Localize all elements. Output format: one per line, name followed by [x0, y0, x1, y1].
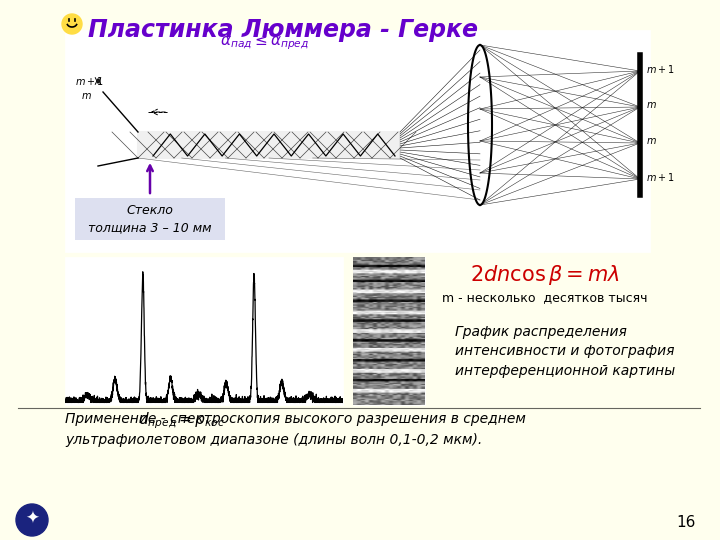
Bar [65, 30, 650, 252]
Text: $\alpha_{\mathit{пад}} \leq \alpha_{\mathit{пред}}$: $\alpha_{\mathit{пад}} \leq \alpha_{\mat… [220, 35, 309, 52]
Text: $d_{\mathit{пред}} = \rho_{\mathit{кос}}$: $d_{\mathit{пред}} = \rho_{\mathit{кос}}… [138, 410, 225, 430]
Bar [65, 257, 343, 405]
Text: Пластинка Люммера - Герке: Пластинка Люммера - Герке [88, 18, 478, 42]
Text: Стекло
толщина 3 – 10 мм: Стекло толщина 3 – 10 мм [89, 204, 212, 234]
Text: $m$: $m$ [646, 100, 657, 110]
Text: m - несколько  десятков тысяч: m - несколько десятков тысяч [442, 292, 648, 305]
Circle shape [62, 14, 82, 34]
Text: 16: 16 [677, 515, 696, 530]
Text: $m$: $m$ [646, 136, 657, 146]
Text: $m+1$: $m+1$ [646, 171, 675, 183]
Bar [138, 132, 400, 158]
Text: ✦: ✦ [25, 510, 39, 528]
Text: $m$: $m$ [81, 91, 92, 101]
Circle shape [16, 504, 48, 536]
Bar [353, 257, 425, 405]
Text: $m+1$: $m+1$ [75, 75, 104, 87]
Bar [75, 198, 225, 240]
Text: $2dn\cos\beta = m\lambda$: $2dn\cos\beta = m\lambda$ [470, 263, 620, 287]
Text: $m+1$: $m+1$ [646, 63, 675, 75]
Text: График распределения
интенсивности и фотография
интерференционной картины: График распределения интенсивности и фот… [455, 325, 675, 378]
Text: Применение - спектроскопия высокого разрешения в среднем
ультрафиолетовом диапаз: Применение - спектроскопия высокого разр… [65, 412, 526, 447]
